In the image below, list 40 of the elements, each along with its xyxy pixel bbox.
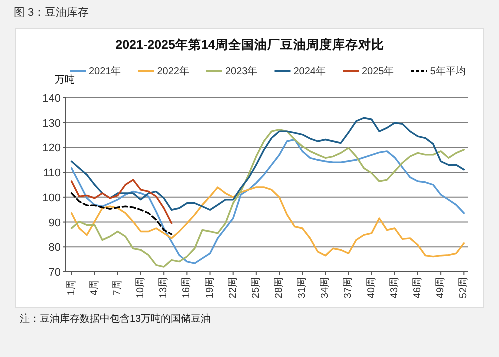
chart-title: 2021-2025年第14周全国油厂豆油周度库存对比 [116, 37, 384, 52]
x-tick-label: 4周 [89, 280, 100, 296]
y-tick-label: 100 [42, 192, 61, 204]
x-tick-label: 16周 [182, 277, 193, 299]
x-tick-label: 31周 [297, 277, 308, 299]
legend-label: 2021年 [89, 66, 122, 78]
x-tick-label: 7周 [112, 280, 124, 296]
x-tick-label: 52周 [458, 277, 470, 299]
x-tick-label: 1周 [66, 280, 78, 296]
x-tick-label: 19周 [204, 277, 216, 299]
legend-label: 5年平均 [430, 66, 466, 78]
line-series [70, 186, 465, 258]
line-series [70, 117, 465, 211]
legend-label: 2022年 [157, 66, 190, 78]
legend-label: 2024年 [294, 66, 326, 78]
y-axis-title: 万吨 [55, 74, 75, 86]
y-tick-label: 110 [43, 168, 61, 180]
y-tick-label: 140 [42, 93, 61, 105]
y-tick-label: 90 [48, 217, 61, 230]
x-tick-label: 40周 [366, 277, 378, 299]
x-tick-label: 13周 [158, 277, 170, 299]
x-tick-label: 49周 [436, 277, 447, 299]
x-tick-label: 25周 [250, 277, 262, 299]
y-tick-label: 120 [42, 142, 61, 155]
caption: 图 3：豆油库存 [14, 6, 90, 19]
y-tick-label: 70 [48, 267, 61, 279]
x-tick-label: 10周 [136, 277, 147, 299]
x-tick-label: 43周 [389, 277, 400, 299]
line-series [70, 192, 173, 236]
legend-label: 2025年 [362, 66, 394, 78]
y-tick-label: 80 [48, 242, 61, 254]
legend-label: 2023年 [226, 66, 258, 78]
x-tick-label: 28周 [274, 277, 285, 299]
y-tick-label: 130 [42, 118, 61, 130]
x-tick-label: 46周 [412, 277, 424, 299]
x-tick-label: 22周 [228, 277, 239, 299]
text: 注：豆油库存数据中包含13万吨的国储豆油 [20, 313, 212, 325]
x-tick-label: 37周 [343, 277, 354, 299]
x-tick-label: 34周 [320, 277, 332, 299]
line-series [70, 179, 173, 224]
